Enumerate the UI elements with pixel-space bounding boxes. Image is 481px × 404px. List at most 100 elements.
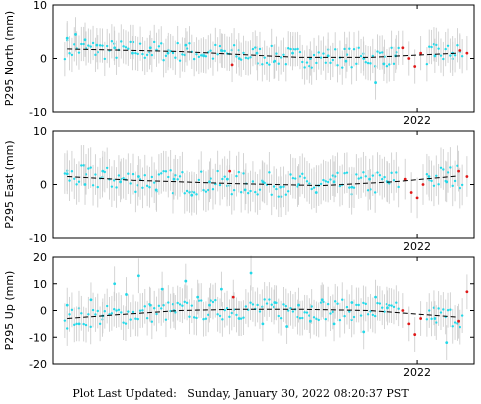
observation-point [91, 184, 95, 187]
series-flagged [228, 150, 469, 219]
observation-point [249, 301, 252, 304]
obs-point [184, 43, 188, 47]
obs-point [136, 274, 140, 278]
observation-point [155, 48, 158, 52]
observation-point [442, 168, 445, 171]
obs-point [285, 325, 289, 328]
observation-point [397, 307, 400, 310]
observation-point [117, 174, 121, 177]
observation-point [145, 316, 149, 320]
obs-point [344, 59, 348, 63]
observation-point [122, 177, 125, 180]
observation-point [305, 61, 309, 64]
observation-point [211, 57, 215, 60]
observation-point [80, 42, 83, 46]
observation-point [150, 175, 154, 179]
model-trend-line [67, 175, 459, 187]
series-obs [65, 150, 449, 216]
series-obs [65, 255, 449, 360]
observation-point [80, 312, 83, 315]
observation-point [383, 175, 386, 179]
observation-point [341, 66, 344, 69]
observation-point [197, 178, 201, 182]
observation-point [439, 311, 443, 314]
flagged-point [458, 49, 462, 52]
observation-point [435, 321, 438, 324]
observation-point [284, 193, 288, 196]
obs-point [202, 54, 206, 58]
flagged-point [407, 322, 411, 326]
observation-point [75, 322, 78, 326]
observation-point [91, 308, 95, 312]
observation-point [89, 45, 92, 48]
observation-point [268, 298, 271, 301]
observation-point [82, 164, 85, 167]
observation-point [336, 64, 339, 67]
obs-point [326, 54, 330, 58]
observation-point [143, 56, 146, 60]
observation-point [160, 172, 163, 175]
obs-point [166, 51, 170, 55]
observation-point [366, 313, 370, 316]
observation-point [282, 185, 285, 189]
observation-point [366, 189, 370, 192]
observation-point [235, 174, 238, 178]
observation-point [66, 327, 69, 330]
obs-point [427, 175, 431, 178]
observation-point [456, 164, 459, 167]
observation-point [89, 325, 92, 329]
flagged-point [457, 169, 460, 173]
observation-point [425, 173, 429, 176]
observation-point [392, 305, 396, 309]
observation-point [282, 303, 285, 306]
observation-point [129, 40, 132, 44]
observation-point [218, 44, 222, 48]
observation-point [251, 180, 255, 183]
observation-point [150, 53, 154, 57]
observation-point [103, 170, 107, 174]
observation-point [315, 317, 318, 321]
observation-point [110, 185, 114, 188]
observation-point [268, 63, 271, 66]
panel-0: -10 0 10 2022 P295 North (mm) [3, 0, 475, 127]
flagged-point [230, 63, 234, 67]
observation-point [178, 303, 182, 306]
observation-point [181, 53, 184, 56]
obs-point [445, 341, 449, 344]
observation-point [268, 171, 271, 174]
obs-point [332, 180, 336, 184]
observation-point [68, 313, 71, 316]
observation-point [289, 173, 292, 176]
observation-point [371, 313, 375, 317]
observation-point [192, 316, 196, 319]
observation-point [265, 61, 269, 65]
observation-point [289, 47, 292, 51]
y-axis-label: P295 North (mm) [3, 11, 16, 106]
observation-point [343, 314, 346, 318]
observation-point [127, 172, 130, 175]
obs-point [368, 177, 372, 181]
flagged-point [419, 51, 423, 55]
obs-point [113, 46, 117, 50]
obs-point [249, 271, 253, 275]
observation-point [113, 179, 116, 182]
observation-point [324, 61, 327, 65]
obs-point [220, 287, 223, 291]
observation-point [178, 175, 182, 178]
observation-point [388, 63, 391, 66]
model-trend-line [67, 48, 459, 58]
observation-point [446, 309, 450, 312]
obs-point [101, 169, 105, 173]
observation-point [75, 183, 78, 186]
observation-point [279, 317, 283, 320]
observation-point [357, 177, 360, 180]
observation-point [284, 63, 288, 66]
observation-point [192, 191, 196, 194]
observation-point [120, 40, 123, 43]
observation-point [301, 60, 304, 64]
obs-point [332, 322, 336, 326]
obs-point [291, 51, 294, 55]
observation-point [430, 317, 433, 321]
observation-point [63, 319, 67, 322]
observation-point [239, 191, 243, 194]
